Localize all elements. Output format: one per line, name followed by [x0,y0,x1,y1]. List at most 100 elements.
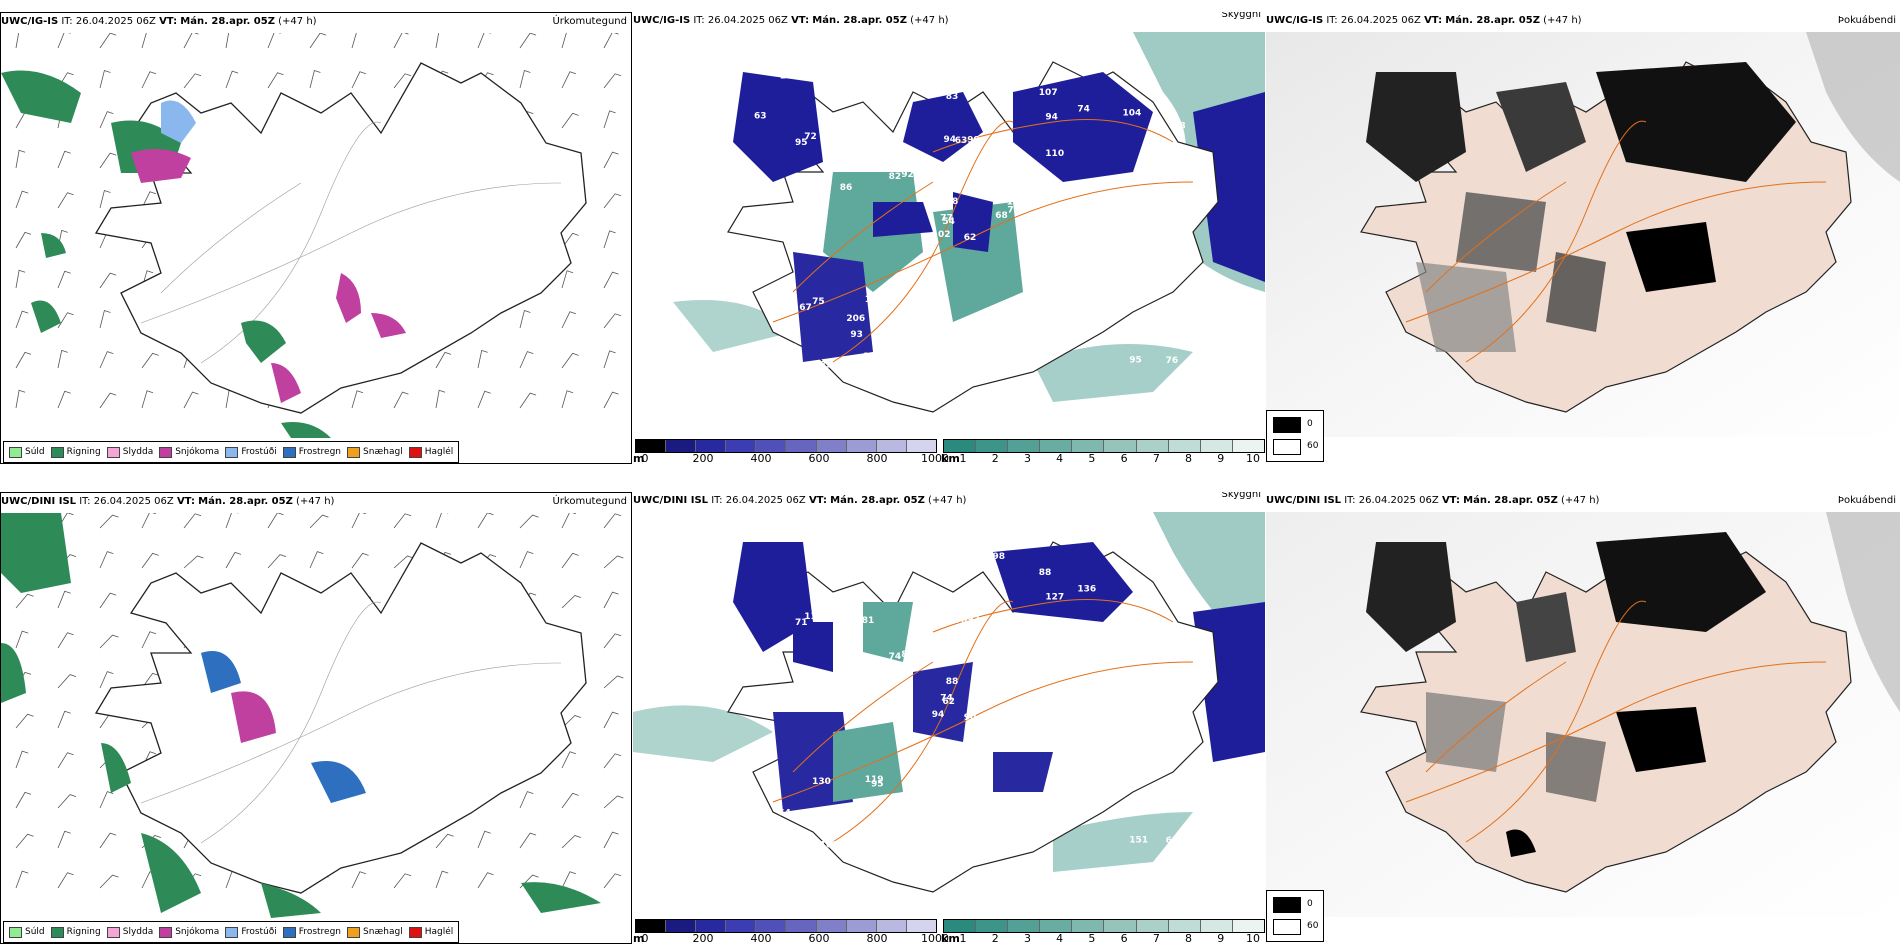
visibility-value: 85 [764,189,777,199]
wind-barb [99,111,114,129]
field-name: Þokuábendi [1837,495,1896,506]
wind-barb [561,871,577,889]
precip-legend: Súld Rigning Slydda Snjókoma Frostúði Frostre… [3,921,460,943]
colorbar-segment [1072,920,1105,932]
wind-barb [57,830,71,849]
tick-label: 400 [750,452,772,464]
colorbar-segment [636,920,667,932]
visibility-value: 78 [1173,122,1186,132]
model-name: UWC/DINI ISL [1,496,77,507]
lead-time: (+47 h) [910,15,949,26]
precip-areas [1,70,406,438]
wind-barb [603,193,622,209]
wind-barb [183,555,204,569]
init-time: 26.04.2025 06Z [1358,495,1439,506]
wind-barb [603,33,619,49]
visibility-value: 98 [946,197,959,207]
tick-label: 600 [808,932,830,944]
wind-barb [99,551,114,569]
wind-barb [99,592,117,609]
wind-barb [351,871,367,889]
visibility-value: 111 [840,663,859,673]
colorbar-segment [944,440,977,452]
wind-barb [57,349,68,369]
init-time: 26.04.2025 06Z [93,496,174,507]
wind-barb [141,672,159,689]
legend-swatch [106,926,120,938]
wind-barb [603,73,622,89]
lead-time: (+47 h) [1561,495,1600,506]
visibility-value: 71 [795,618,808,628]
visibility-panel-row2: UWC/DINI ISL IT: 26.04.2025 06Z VT: Mán.… [633,492,1265,944]
wind-barb [561,513,577,529]
visibility-value: 74 [889,652,902,662]
roads [772,119,1194,363]
wind-barb [561,552,579,569]
colorbar-segment [816,440,847,452]
wind-barb [393,873,412,889]
colorbar-segment [1136,920,1169,932]
wind-barb [99,69,111,89]
legend-item-5: Frostregn [282,926,341,938]
wind-barb [351,513,367,529]
field-name: Úrkomutegund [552,496,627,507]
model-name: UWC/DINI ISL [633,495,709,506]
precip-type-panel-row1: UWC/IG-IS IT: 26.04.2025 06Z VT: Mán. 28… [0,12,632,464]
wind-barb [393,513,412,529]
tick-label: 1 [959,452,967,464]
visibility-value: 90 [989,164,1002,174]
colorbar-segment [1008,440,1041,452]
wind-barb [519,791,534,809]
wind-barb [15,630,29,649]
tick-label: 10 [1246,932,1260,944]
wind-barb [183,33,199,49]
visibility-value: 62 [942,697,955,707]
visibility-value: 80 [797,678,810,688]
visibility-value: 206 [846,314,865,324]
colorbar-segment [816,920,847,932]
wind-barb [267,72,284,89]
visibility-value: 82 [1085,261,1098,271]
panel-header: UWC/DINI ISL IT: 26.04.2025 06Z VT: Mán.… [633,492,1265,510]
it-label: IT: [1326,15,1338,26]
visibility-labels: 90 71 62 64 59 95 88 93 127 52 66 69 80 75 94 84 108 81 17… [764,552,1191,851]
legend-swatch [50,446,64,458]
wind-barb [15,190,29,209]
wind-barb [15,389,26,409]
legend-label: Súld [25,447,45,457]
wind-barb [603,753,622,769]
visibility-value: 81 [944,615,957,625]
wind-barb [603,151,619,169]
field-name: Úrkomutegund [552,16,627,27]
visibility-value: 108 [820,841,839,851]
legend-label-0: 0 [1307,419,1313,429]
visibility-value: 82 [889,172,902,182]
wind-barb [15,750,29,769]
low-visibility-areas [733,542,1133,812]
wind-barb [141,631,157,649]
legend-item-6: Snæhagl [347,446,403,458]
colorbar-segment [1072,440,1105,452]
it-label: IT: [61,16,73,27]
wind-barb [393,73,412,89]
wind-barb [519,33,537,49]
legend-item-7: Haglél [408,446,453,458]
tick-label: 8 [1185,452,1193,464]
colorbar-segment [976,440,1009,452]
tick-label: 2 [991,932,999,944]
wind-barb [57,270,71,289]
colorbar-segment [846,920,877,932]
visibility-value: 108 [871,299,890,309]
visibility-value: 86 [779,823,792,833]
visibility-value: 75 [1014,666,1027,676]
model-name: UWC/IG-IS [1,16,59,27]
legend-item-2: Slydda [106,446,153,458]
fog-index-map [1266,512,1900,917]
wind-barb [57,872,74,889]
wind-barb [435,513,449,529]
wind-barb [519,69,531,89]
wind-barb [603,675,624,689]
wind-barb [603,873,622,889]
visibility-value: 88 [1061,274,1074,284]
visibility-value: 64 [778,809,791,819]
